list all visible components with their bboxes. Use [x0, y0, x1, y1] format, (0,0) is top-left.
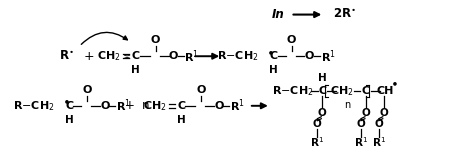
Text: CH$_2$: CH$_2$ [143, 99, 166, 113]
Text: O: O [305, 51, 314, 61]
Text: O: O [379, 108, 388, 118]
Text: R$^1$: R$^1$ [229, 97, 245, 114]
Text: O: O [313, 119, 322, 129]
Text: R$-$CH$_2$: R$-$CH$_2$ [13, 99, 55, 113]
Text: R$^1$: R$^1$ [372, 136, 386, 149]
Text: +: + [84, 50, 94, 63]
Text: R$^1$: R$^1$ [116, 97, 130, 114]
Text: O: O [214, 101, 224, 111]
Text: O: O [318, 108, 327, 118]
Text: O: O [169, 51, 178, 61]
Text: O: O [82, 85, 92, 95]
Text: $\bullet$: $\bullet$ [62, 94, 69, 107]
Text: H: H [177, 115, 186, 125]
Text: C: C [65, 101, 73, 111]
Text: n: n [344, 100, 350, 110]
Text: R$^1$: R$^1$ [354, 136, 368, 149]
Text: R$^{\bullet}$: R$^{\bullet}$ [59, 50, 74, 63]
Text: O: O [100, 101, 110, 111]
Text: $\bullet$: $\bullet$ [266, 45, 273, 58]
Text: $+$  n: $+$ n [124, 99, 150, 112]
Text: C: C [132, 51, 140, 61]
Text: R$^1$: R$^1$ [310, 136, 324, 149]
Text: O: O [362, 108, 370, 118]
Text: O: O [374, 119, 383, 129]
Text: C: C [270, 51, 278, 61]
Text: R$^1$: R$^1$ [184, 48, 199, 65]
Text: O: O [151, 35, 160, 45]
Text: O: O [356, 119, 365, 129]
Text: 2R$^{\bullet}$: 2R$^{\bullet}$ [333, 8, 356, 21]
Text: CH$_2$: CH$_2$ [330, 84, 354, 98]
Text: C: C [177, 101, 185, 111]
Text: C: C [362, 86, 370, 96]
Text: $\asymp$: $\asymp$ [121, 51, 132, 61]
Text: CH: CH [376, 86, 393, 96]
Text: H: H [65, 115, 74, 125]
Text: O: O [287, 35, 296, 45]
Text: O: O [197, 85, 206, 95]
Text: R$^1$: R$^1$ [321, 48, 336, 65]
Text: R$-$CH$_2$: R$-$CH$_2$ [217, 49, 259, 63]
Text: H: H [131, 65, 140, 75]
Text: C: C [318, 86, 326, 96]
Text: H: H [269, 65, 278, 75]
Text: CH$_2$: CH$_2$ [97, 49, 121, 63]
Text: $\bullet$: $\bullet$ [390, 77, 398, 89]
Text: R$-$CH$_2$: R$-$CH$_2$ [272, 84, 313, 98]
Text: H: H [318, 73, 327, 83]
Text: In: In [271, 8, 284, 21]
